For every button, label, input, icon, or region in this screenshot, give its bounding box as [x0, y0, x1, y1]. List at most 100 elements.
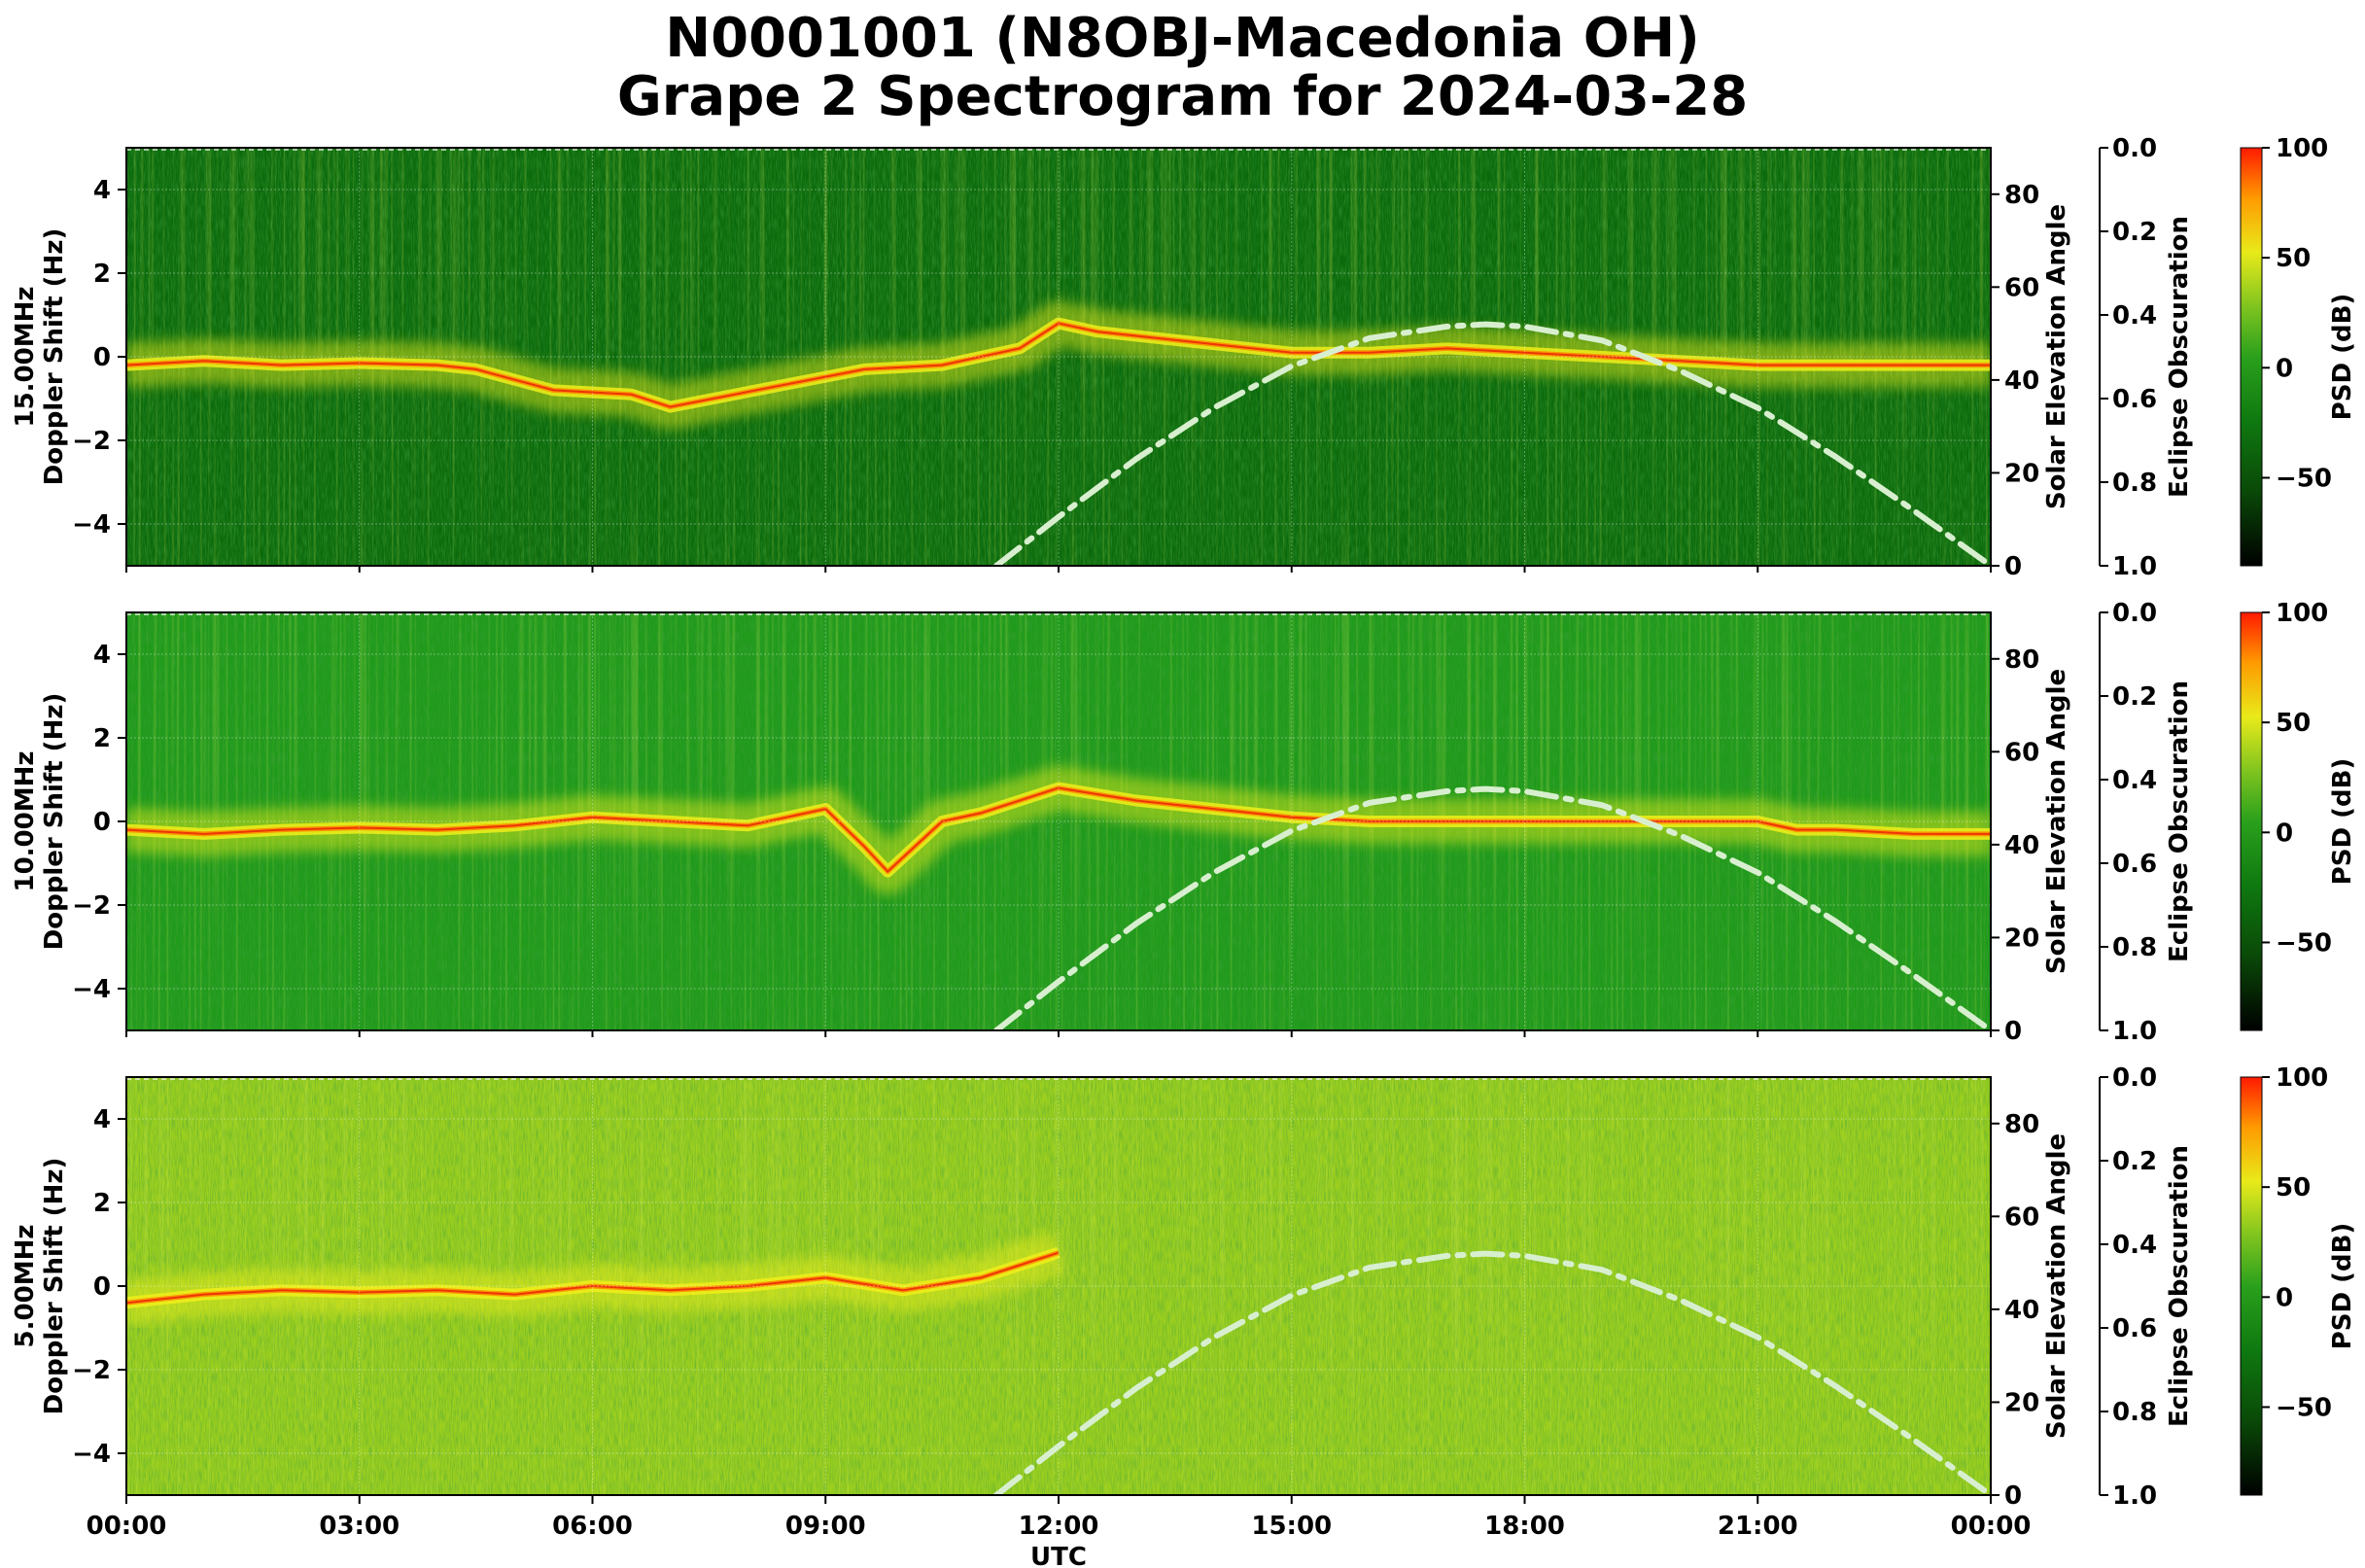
solar-elevation-curve — [993, 1250, 1991, 1495]
colorbar-tick-label: 50 — [2276, 709, 2311, 738]
colorbar-tick-label: 50 — [2276, 244, 2311, 273]
eclipse-tick-label: 0.0 — [2112, 599, 2157, 628]
y-axis-label: Doppler Shift (Hz) — [40, 1158, 69, 1415]
x-tick-label: 12:00 — [1019, 1512, 1099, 1541]
solar-tick-label: 60 — [2004, 738, 2039, 767]
colorbar-tick-label: 0 — [2276, 1283, 2293, 1312]
eclipse-tick-label: 0.0 — [2112, 1063, 2157, 1093]
x-tick-label: 00:00 — [87, 1512, 167, 1541]
colorbar-tick-label: 50 — [2276, 1173, 2311, 1202]
eclipse-axis-label: Eclipse Obscuration — [2165, 216, 2194, 498]
colorbar-tick-label: 0 — [2276, 354, 2293, 383]
solar-elevation-curve — [993, 785, 1991, 1030]
solar-tick-label: 80 — [2004, 181, 2039, 210]
x-tick-label: 21:00 — [1718, 1512, 1798, 1541]
solar-tick-label: 80 — [2004, 1110, 2039, 1139]
panel-1000mhz: 420−2−410.00MHz Doppler Shift (Hz)0204060… — [11, 599, 2357, 1046]
carrier-trace — [126, 1251, 1060, 1305]
y-tick-label: −2 — [72, 891, 111, 921]
y-tick-label: −4 — [72, 510, 111, 540]
eclipse-tick-label: 0.6 — [2112, 1314, 2157, 1343]
y-axis-label: Doppler Shift (Hz) — [40, 228, 69, 486]
colorbar-label: PSD (dB) — [2328, 758, 2357, 886]
solar-tick-label: 40 — [2004, 831, 2039, 860]
x-tick-label: 06:00 — [552, 1512, 633, 1541]
colorbar-tick-label: −50 — [2276, 928, 2332, 958]
eclipse-tick-label: 1.0 — [2112, 1481, 2157, 1511]
colorbar-label: PSD (dB) — [2328, 294, 2357, 421]
eclipse-tick-label: 0.2 — [2112, 218, 2157, 247]
colorbar-tick-label: 0 — [2276, 819, 2293, 848]
solar-tick-label: 40 — [2004, 1296, 2039, 1325]
x-tick-label: 18:00 — [1484, 1512, 1565, 1541]
x-tick-label: 00:00 — [1951, 1512, 2032, 1541]
solar-tick-label: 0 — [2004, 1481, 2022, 1511]
panel-1500mhz: 420−2−415.00MHz Doppler Shift (Hz)0204060… — [11, 134, 2357, 581]
y-tick-label: 0 — [93, 808, 111, 837]
carrier-trace — [126, 786, 1991, 873]
carrier-trace — [126, 322, 1991, 408]
y-tick-label: −4 — [72, 1440, 111, 1469]
eclipse-tick-label: 0.2 — [2112, 1147, 2157, 1176]
spectrogram-image — [126, 612, 1991, 1030]
eclipse-tick-label: 0.6 — [2112, 385, 2157, 414]
colorbar — [2240, 1076, 2263, 1496]
solar-axis-label: Solar Elevation Angle — [2042, 1133, 2071, 1439]
solar-axis-label: Solar Elevation Angle — [2042, 204, 2071, 509]
colorbar-tick-label: −50 — [2276, 464, 2332, 493]
panel-frequency-label: 15.00MHz — [11, 286, 40, 427]
solar-elevation-curve — [993, 321, 1991, 566]
y-tick-label: 4 — [93, 176, 111, 205]
y-axis-label: Doppler Shift (Hz) — [40, 693, 69, 951]
solar-tick-label: 60 — [2004, 273, 2039, 302]
solar-tick-label: 0 — [2004, 1017, 2022, 1046]
eclipse-tick-label: 0.8 — [2112, 469, 2157, 498]
y-tick-label: 2 — [93, 1189, 111, 1218]
y-tick-label: 0 — [93, 1272, 111, 1302]
solar-tick-label: 40 — [2004, 366, 2039, 396]
colorbar-tick-label: 100 — [2276, 1063, 2328, 1093]
y-tick-label: 4 — [93, 641, 111, 670]
colorbar-tick-label: 100 — [2276, 134, 2328, 163]
y-tick-label: −2 — [72, 427, 111, 456]
solar-tick-label: 20 — [2004, 923, 2039, 953]
eclipse-axis-label: Eclipse Obscuration — [2165, 1145, 2194, 1427]
x-tick-label: 15:00 — [1251, 1512, 1332, 1541]
solar-tick-label: 80 — [2004, 645, 2039, 675]
panel-frequency-label: 5.00MHz — [11, 1225, 40, 1348]
eclipse-axis-label: Eclipse Obscuration — [2165, 680, 2194, 962]
eclipse-tick-label: 0.0 — [2112, 134, 2157, 163]
solar-tick-label: 60 — [2004, 1202, 2039, 1232]
solar-tick-label: 20 — [2004, 1388, 2039, 1417]
y-tick-label: −4 — [72, 975, 111, 1004]
eclipse-tick-label: 0.2 — [2112, 682, 2157, 712]
y-tick-label: −2 — [72, 1356, 111, 1385]
eclipse-tick-label: 0.8 — [2112, 933, 2157, 962]
eclipse-tick-label: 0.4 — [2112, 766, 2157, 795]
solar-axis-label: Solar Elevation Angle — [2042, 669, 2071, 974]
y-tick-label: 4 — [93, 1105, 111, 1134]
colorbar-label: PSD (dB) — [2328, 1223, 2357, 1350]
colorbar — [2240, 147, 2263, 567]
chart-title-line-2: Grape 2 Spectrogram for 2024-03-28 — [616, 65, 1749, 128]
solar-tick-label: 20 — [2004, 459, 2039, 488]
colorbar-tick-label: 100 — [2276, 599, 2328, 628]
eclipse-tick-label: 0.4 — [2112, 301, 2157, 331]
panel-500mhz: 420−2−45.00MHz Doppler Shift (Hz)02040608… — [11, 1063, 2357, 1568]
eclipse-tick-label: 1.0 — [2112, 1017, 2157, 1046]
eclipse-tick-label: 0.6 — [2112, 850, 2157, 879]
colorbar — [2240, 611, 2263, 1031]
panel-frequency-label: 10.00MHz — [11, 750, 40, 891]
eclipse-tick-label: 0.8 — [2112, 1398, 2157, 1427]
eclipse-tick-label: 0.4 — [2112, 1231, 2157, 1260]
colorbar-tick-label: −50 — [2276, 1393, 2332, 1422]
spectrogram-image — [126, 148, 1991, 566]
spectrogram-image — [126, 1077, 1991, 1495]
y-tick-label: 0 — [93, 343, 111, 372]
y-tick-label: 2 — [93, 260, 111, 289]
x-axis-label: UTC — [1030, 1543, 1087, 1568]
x-tick-label: 03:00 — [319, 1512, 400, 1541]
chart-title-line-1: N0001001 (N8OBJ-Macedonia OH) — [665, 7, 1700, 70]
y-tick-label: 2 — [93, 724, 111, 753]
